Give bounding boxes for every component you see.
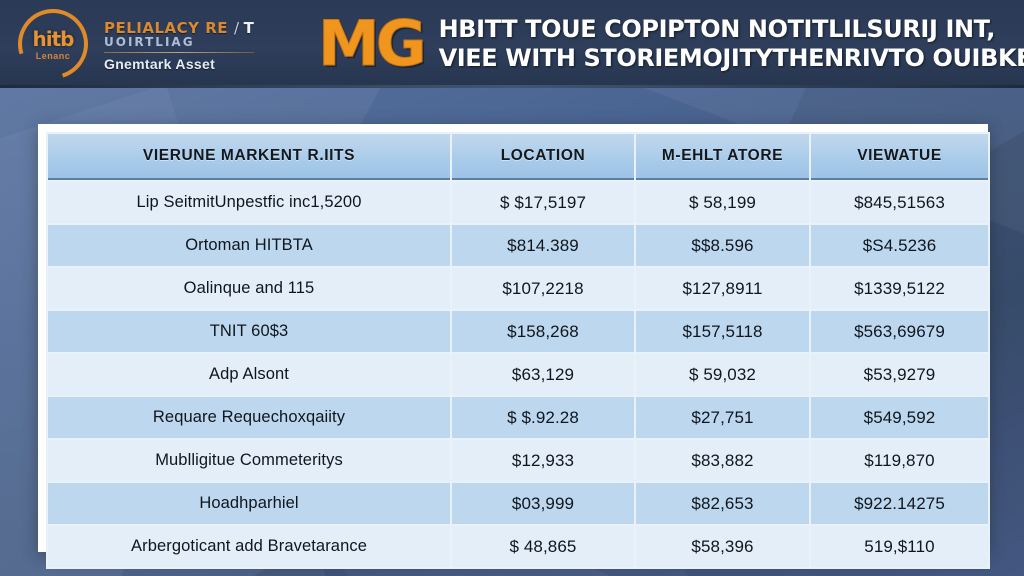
- cell-viewatue: 519,$110: [811, 526, 988, 567]
- cell-mehlt: $ 59,032: [636, 354, 809, 395]
- cell-mehlt: $$8.596: [636, 225, 809, 266]
- table-row[interactable]: Adp Alsont $63,129 $ 59,032 $53,9279: [48, 354, 988, 395]
- column-header-mehlt[interactable]: M-EHLT ATORE: [636, 134, 809, 180]
- cell-location: $ 48,865: [452, 526, 634, 567]
- headline-line-2: VIEE WITH STORIEMOJITYTHENRIVTO OUIBKE: [438, 44, 1024, 72]
- cell-viewatue: $1339,5122: [811, 268, 988, 309]
- cell-name: Adp Alsont: [48, 354, 450, 395]
- cell-viewatue: $922.14275: [811, 483, 988, 524]
- table-row[interactable]: Mublligitue Commeteritys $12,933 $83,882 $1…: [48, 440, 988, 481]
- cell-name: Oalinque and 115: [48, 268, 450, 309]
- wordmark-line-1-suffix: T: [243, 18, 255, 37]
- cell-mehlt: $82,653: [636, 483, 809, 524]
- cell-mehlt: $ 58,199: [636, 182, 809, 223]
- brand-wordmark: PELIALACY RE / T UOIRTLIAG Gnemtark Asset: [104, 17, 274, 72]
- table-header: VIERUNE MARKENT R.IITS LOCATION M-EHLT A…: [48, 134, 988, 180]
- table-row[interactable]: Arbergoticant add Bravetarance $ 48,865 $5…: [48, 526, 988, 567]
- cell-name: Lip SeitmitUnpestfic inc1,5200: [48, 182, 450, 223]
- cell-name: Requare Requechoxqaiity: [48, 397, 450, 438]
- table-row[interactable]: Lip SeitmitUnpestfic inc1,5200 $ $17,5197…: [48, 182, 988, 223]
- table-panel: VIERUNE MARKENT R.IITS LOCATION M-EHLT A…: [38, 124, 990, 569]
- brand-logo-subtext: Lenanc: [35, 51, 71, 61]
- cell-viewatue: $563,69679: [811, 311, 988, 352]
- table-row[interactable]: TNIT 60$3 $158,268 $157,5118 $563,69679: [48, 311, 988, 352]
- cell-location: $107,2218: [452, 268, 634, 309]
- brand-logo-glyph: hitb: [32, 27, 75, 51]
- cell-name: Mublligitue Commeteritys: [48, 440, 450, 481]
- cell-viewatue: $845,51563: [811, 182, 988, 223]
- table-body: Lip SeitmitUnpestfic inc1,5200 $ $17,5197…: [48, 182, 988, 567]
- data-table: VIERUNE MARKENT R.IITS LOCATION M-EHLT A…: [46, 132, 990, 569]
- banner-headline: HBITT TOUE COPIPTON NOTITLILSURIJ INT, V…: [439, 15, 1024, 73]
- wordmark-line-2: UOIRTLIAG: [104, 34, 195, 49]
- cell-mehlt: $27,751: [636, 397, 809, 438]
- cell-location: $814.389: [452, 225, 634, 266]
- wordmark-divider: [104, 51, 254, 53]
- cell-location: $63,129: [452, 354, 634, 395]
- wordmark-line-1-text: PELIALACY RE: [104, 18, 229, 37]
- column-header-name[interactable]: VIERUNE MARKENT R.IITS: [48, 134, 450, 180]
- cell-location: $ $17,5197: [452, 182, 634, 223]
- wordmark-slash: /: [234, 18, 240, 37]
- cell-location: $ $.92.28: [452, 397, 634, 438]
- cell-name: TNIT 60$3: [48, 311, 450, 352]
- cell-name: Hoadhparhiel: [48, 483, 450, 524]
- table-row[interactable]: Oalinque and 115 $107,2218 $127,8911 $1339,…: [48, 268, 988, 309]
- cell-name: Ortoman HITBTA: [48, 225, 450, 266]
- mg-logo-mark: MG: [318, 7, 428, 80]
- cell-viewatue: $53,9279: [811, 354, 988, 395]
- cell-mehlt: $83,882: [636, 440, 809, 481]
- table-row[interactable]: Requare Requechoxqaiity $ $.92.28 $27,751 $…: [48, 397, 988, 438]
- wordmark-line-1: PELIALACY RE / T: [104, 19, 274, 37]
- cell-location: $12,933: [452, 440, 634, 481]
- cell-mehlt: $58,396: [636, 526, 809, 567]
- table-row[interactable]: Ortoman HITBTA $814.389 $$8.596 $S4.5236: [48, 225, 988, 266]
- cell-mehlt: $127,8911: [636, 268, 809, 309]
- wordmark-line-3: Gnemtark Asset: [104, 55, 216, 72]
- cell-viewatue: $S4.5236: [811, 225, 988, 266]
- brand-logo[interactable]: hitb Lenanc: [5, 0, 101, 88]
- cell-viewatue: $549,592: [811, 397, 988, 438]
- cell-location: $158,268: [452, 311, 634, 352]
- column-header-location[interactable]: LOCATION: [452, 134, 634, 180]
- cell-mehlt: $157,5118: [636, 311, 809, 352]
- column-header-viewatue[interactable]: VIEWATUE: [811, 134, 988, 180]
- cell-location: $03,999: [452, 483, 634, 524]
- top-banner: hitb Lenanc PELIALACY RE / T UOIRTLIAG Gne…: [0, 0, 1024, 88]
- table-row[interactable]: Hoadhparhiel $03,999 $82,653 $922.14275: [48, 483, 988, 524]
- cell-viewatue: $119,870: [811, 440, 988, 481]
- headline-line-1: HBITT TOUE COPIPTON NOTITLILSURIJ INT,: [438, 15, 996, 43]
- cell-name: Arbergoticant add Bravetarance: [48, 526, 450, 567]
- table-header-row: VIERUNE MARKENT R.IITS LOCATION M-EHLT A…: [48, 134, 988, 180]
